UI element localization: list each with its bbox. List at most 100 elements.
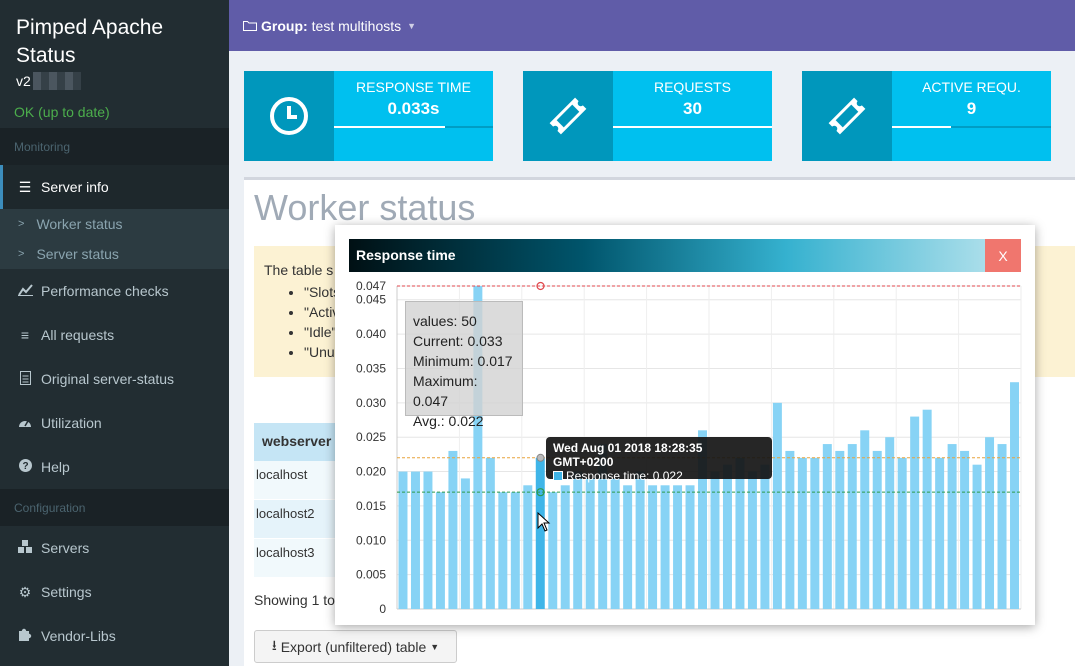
table-row: localhost bbox=[254, 461, 344, 500]
column-header-webserver[interactable]: webserver bbox=[254, 423, 344, 461]
sidebar-item-all-requests[interactable]: ≡ All requests bbox=[0, 313, 229, 357]
chart-bar bbox=[860, 430, 870, 609]
chart-bar bbox=[660, 485, 670, 609]
list-item: "Idle" bbox=[304, 322, 1065, 342]
chart-bar bbox=[847, 444, 857, 609]
table-row: localhost3 bbox=[254, 539, 344, 578]
caret-down-icon: ▼ bbox=[407, 20, 417, 31]
chart-bar bbox=[448, 450, 458, 609]
infobox-label: ACTIVE REQU. bbox=[922, 79, 1021, 95]
sidebar-item-label: Vendor-Libs bbox=[41, 628, 116, 644]
avg-marker bbox=[536, 453, 545, 462]
stat-values: values: 50 bbox=[413, 313, 477, 329]
max-marker bbox=[536, 281, 545, 291]
close-button[interactable]: X bbox=[985, 239, 1021, 272]
sidebar-item-performance-checks[interactable]: Performance checks bbox=[0, 269, 229, 313]
chevron-right-icon: > bbox=[18, 248, 25, 260]
chart-bar bbox=[922, 409, 932, 609]
chart-bar bbox=[960, 450, 970, 609]
group-selector[interactable]: Group: test multihosts ▼ bbox=[243, 18, 416, 34]
list-item: "Unu bbox=[304, 342, 1065, 362]
popup-title: Response time bbox=[356, 247, 456, 263]
top-header: Group: test multihosts ▼ bbox=[229, 0, 1075, 51]
version-redacted bbox=[32, 72, 81, 90]
sidebar-item-original-server-status[interactable]: Original server-status bbox=[0, 357, 229, 401]
clock-icon bbox=[244, 71, 334, 161]
chart-bar bbox=[635, 471, 645, 609]
ticket-icon bbox=[802, 71, 892, 161]
y-tick-label: 0.005 bbox=[356, 568, 386, 582]
table-info: Showing 1 to bbox=[254, 592, 335, 608]
chart-bar bbox=[510, 492, 520, 609]
chart-bar bbox=[972, 464, 982, 609]
document-icon bbox=[16, 370, 34, 388]
dashboard-icon bbox=[16, 415, 34, 431]
chart-bar bbox=[410, 471, 420, 609]
chart-bar bbox=[885, 437, 895, 609]
chart-bar bbox=[685, 485, 695, 609]
page-title: Worker status bbox=[254, 187, 476, 228]
chart-bar bbox=[1010, 382, 1019, 609]
series-swatch bbox=[553, 471, 563, 481]
sidebar-item-servers[interactable]: Servers bbox=[0, 526, 229, 570]
app-brand[interactable]: Pimped Apache Status bbox=[0, 0, 229, 70]
chart-bar bbox=[498, 492, 508, 609]
sidebar-item-server-status[interactable]: > Server status bbox=[0, 239, 229, 269]
chart-bar bbox=[985, 437, 995, 609]
cubes-icon bbox=[16, 540, 34, 556]
sidebar-item-settings[interactable]: ⚙ Settings bbox=[0, 570, 229, 614]
version: v2 bbox=[0, 70, 229, 92]
folder-icon bbox=[243, 18, 257, 34]
y-tick-label: 0.045 bbox=[356, 293, 386, 307]
sidebar-item-help[interactable]: ? Help bbox=[0, 445, 229, 489]
y-tick-label: 0 bbox=[379, 602, 386, 616]
sidebar-item-label: Worker status bbox=[36, 216, 123, 232]
min-marker bbox=[536, 488, 545, 497]
sidebar-item-server-info[interactable]: ☰ Server info bbox=[0, 165, 229, 209]
export-button[interactable]: ⭳ Export (unfiltered) table ▼ bbox=[254, 630, 457, 663]
sidebar-item-label: Utilization bbox=[41, 415, 102, 431]
sidebar-item-label: Server info bbox=[41, 179, 109, 195]
group-label: Group: bbox=[261, 17, 308, 34]
sidebar-item-label: Server status bbox=[36, 246, 119, 262]
chart-bar bbox=[722, 464, 732, 609]
infobox-value: 9 bbox=[966, 99, 977, 118]
tooltip-title: Wed Aug 01 2018 18:28:35 GMT+0200 bbox=[553, 441, 703, 469]
chart-bar bbox=[623, 485, 633, 609]
callout-text: The table s bbox=[264, 262, 334, 278]
puzzle-icon bbox=[16, 628, 34, 644]
chart-bar bbox=[810, 457, 820, 609]
chart-bar bbox=[485, 457, 495, 609]
y-tick-label: 0.040 bbox=[356, 327, 386, 341]
chart-bar bbox=[772, 402, 782, 609]
chart-bar bbox=[760, 464, 770, 609]
chart-bar bbox=[935, 457, 945, 609]
infobox-response-time: RESPONSE TIME 0.033s bbox=[244, 71, 493, 161]
mouse-cursor-icon bbox=[537, 511, 551, 537]
chart-tooltip: Wed Aug 01 2018 18:28:35 GMT+0200 Respon… bbox=[546, 437, 772, 483]
chart-bar bbox=[747, 471, 757, 609]
stat-maximum: Maximum: 0.047 bbox=[413, 373, 478, 409]
chart-bar bbox=[897, 457, 907, 609]
y-tick-label: 0.047 bbox=[356, 279, 386, 293]
server-info-submenu: > Worker status > Server status bbox=[0, 209, 229, 269]
y-tick-label: 0.025 bbox=[356, 430, 386, 444]
list-item: "Activ bbox=[304, 302, 1065, 322]
stat-avg: Avg.: 0.022 bbox=[413, 413, 484, 429]
sidebar-item-label: Performance checks bbox=[41, 283, 169, 299]
sidebar-item-worker-status[interactable]: > Worker status bbox=[0, 209, 229, 239]
gears-icon: ⚙ bbox=[18, 583, 32, 600]
ticket-icon bbox=[523, 71, 613, 161]
sidebar-item-vendor-libs[interactable]: Vendor-Libs bbox=[0, 614, 229, 658]
version-text: v2 bbox=[16, 73, 31, 89]
chart-bar bbox=[822, 444, 832, 609]
chart-bar bbox=[423, 471, 433, 609]
caret-down-icon: ▼ bbox=[430, 641, 440, 652]
popup-titlebar[interactable]: Response time X bbox=[349, 239, 1021, 272]
brand-line-2: Status bbox=[16, 44, 76, 67]
infobox-active-requests: ACTIVE REQU. 9 bbox=[802, 71, 1051, 161]
sidebar-item-utilization[interactable]: Utilization bbox=[0, 401, 229, 445]
stats-box: values: 50 Current: 0.033 Minimum: 0.017… bbox=[405, 301, 523, 429]
section-configuration: Configuration bbox=[0, 489, 229, 526]
infobox-value: 0.033s bbox=[387, 99, 440, 118]
